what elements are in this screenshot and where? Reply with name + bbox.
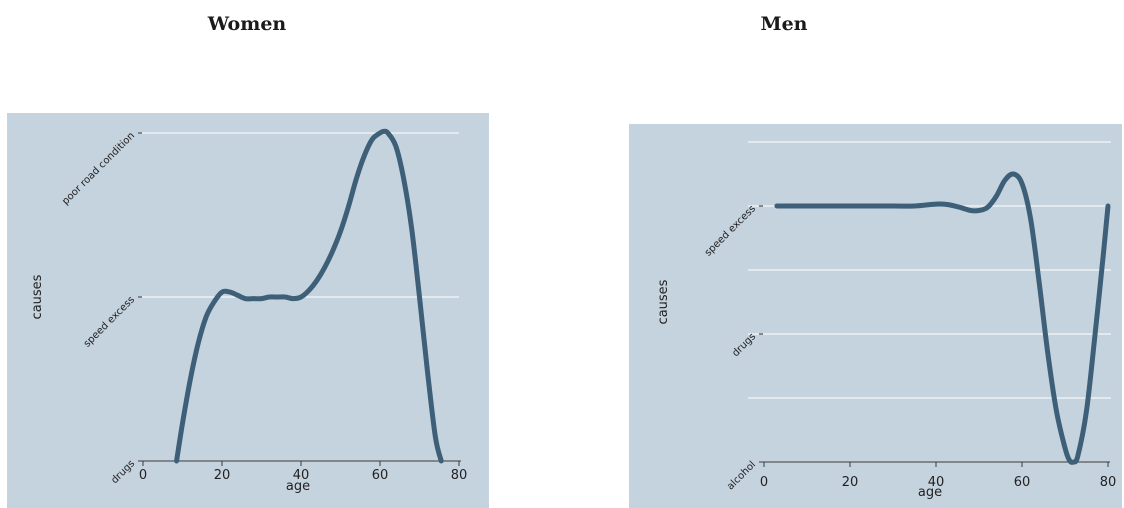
panel-men-x-axis-title: age	[918, 485, 942, 500]
panel-men-x-tick-label: 60	[1014, 475, 1031, 490]
panel-men-x-ticks: 0 20 40 60 80	[760, 462, 1116, 490]
panel-women-x-tick-label: 20	[214, 468, 231, 483]
panel-men-plot-area	[629, 124, 1122, 508]
panel-women-series-line	[174, 128, 444, 464]
panel-women-x-axis-title: age	[286, 479, 310, 494]
panel-men-x-tick-label: 40	[928, 475, 945, 490]
panel-women-x-tick-label: 80	[451, 468, 468, 483]
panel-men-y-axis-title: causes	[656, 279, 671, 324]
panel-men-title: Men	[761, 13, 808, 35]
panel-women-series	[174, 128, 444, 464]
panel-women-x-tick-label: 40	[293, 468, 310, 483]
panel-men-series	[774, 171, 1111, 465]
panel-men-series-line	[774, 171, 1111, 465]
panel-women-plot-area	[7, 113, 489, 508]
panel-men-x-tick-label: 20	[842, 475, 859, 490]
panel-women-title: Women	[207, 13, 287, 35]
panel-men-x-tick-label: 80	[1100, 475, 1117, 490]
panel-women-x-ticks: 0 20 40 60 80	[139, 461, 467, 483]
panel-men-gridlines	[748, 141, 1111, 399]
panel-women-x-tick-label: 0	[139, 468, 147, 483]
panel-women-x-tick-label: 60	[372, 468, 389, 483]
panel-men-x-tick-label: 0	[760, 475, 768, 490]
panel-women-y-axis-title: causes	[30, 274, 45, 319]
